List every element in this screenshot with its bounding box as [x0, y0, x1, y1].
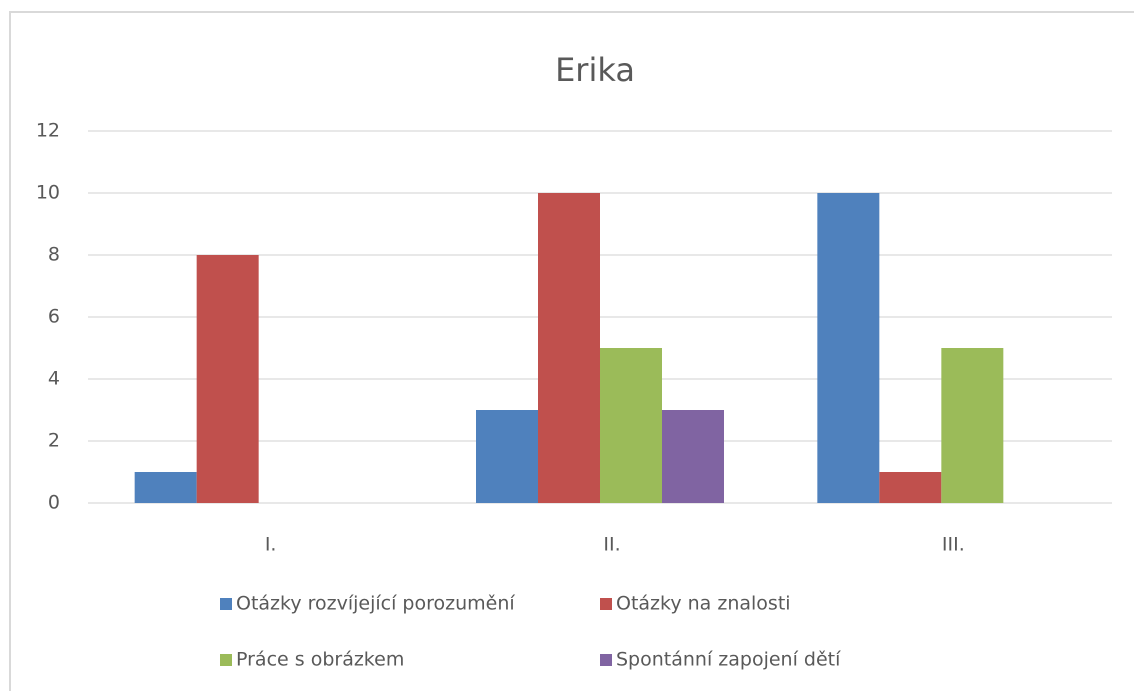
bar	[662, 410, 724, 503]
legend-label: Otázky rozvíjející porozumění	[236, 593, 515, 615]
bar	[600, 348, 662, 503]
legend-label: Otázky na znalosti	[616, 593, 791, 615]
y-tick-label: 2	[48, 430, 60, 452]
chart-frame	[9, 11, 1134, 691]
legend-swatch	[600, 598, 612, 610]
y-tick-label: 12	[36, 120, 60, 142]
legend-swatch	[220, 598, 232, 610]
y-tick-label: 4	[48, 368, 60, 390]
bar	[196, 255, 259, 503]
legend-swatch	[600, 654, 612, 666]
bar	[817, 193, 880, 503]
bar	[476, 410, 538, 503]
bar	[134, 472, 197, 503]
bar	[941, 348, 1004, 503]
y-tick-label: 6	[48, 306, 60, 328]
legend-swatch	[220, 654, 232, 666]
y-tick-label: 0	[48, 492, 60, 514]
legend-label: Spontánní zapojení dětí	[616, 649, 841, 671]
legend-label: Práce s obrázkem	[236, 649, 404, 671]
x-tick-label: III.	[942, 534, 965, 556]
x-tick-label: II.	[603, 534, 620, 556]
chart-title: Erika	[555, 51, 635, 89]
y-tick-label: 8	[48, 244, 60, 266]
bar	[538, 193, 600, 503]
x-tick-label: I.	[265, 534, 277, 556]
bar	[879, 472, 942, 503]
y-tick-label: 10	[36, 182, 60, 204]
